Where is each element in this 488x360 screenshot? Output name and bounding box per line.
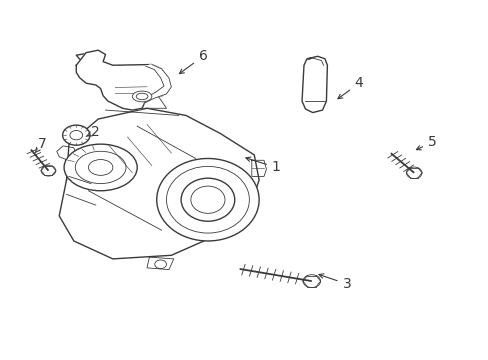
Text: 2: 2: [86, 125, 100, 139]
Ellipse shape: [62, 125, 90, 145]
Polygon shape: [59, 108, 259, 259]
Ellipse shape: [64, 144, 137, 191]
Text: 6: 6: [179, 49, 207, 74]
Text: 1: 1: [245, 157, 280, 175]
Ellipse shape: [308, 60, 321, 70]
Text: 7: 7: [35, 137, 46, 153]
Ellipse shape: [145, 82, 166, 98]
Ellipse shape: [157, 158, 259, 241]
Text: 3: 3: [318, 274, 350, 291]
Polygon shape: [107, 87, 115, 93]
Text: 5: 5: [415, 135, 436, 150]
Ellipse shape: [115, 78, 144, 99]
Polygon shape: [147, 257, 173, 270]
Polygon shape: [57, 146, 76, 160]
Ellipse shape: [132, 91, 152, 102]
Polygon shape: [76, 53, 101, 64]
Text: 4: 4: [337, 76, 363, 99]
Ellipse shape: [181, 178, 234, 221]
Polygon shape: [144, 64, 171, 103]
Polygon shape: [251, 160, 266, 176]
Polygon shape: [76, 50, 168, 110]
Polygon shape: [302, 56, 327, 113]
Polygon shape: [140, 98, 166, 108]
